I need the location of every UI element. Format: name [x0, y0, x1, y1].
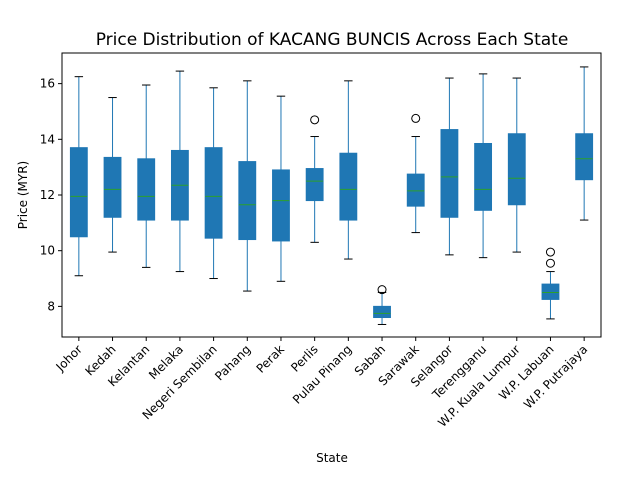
- iqr-box: [272, 169, 290, 242]
- box-group: [204, 87, 223, 280]
- outlier-point: [411, 113, 421, 123]
- plot-area: [69, 66, 594, 325]
- box-group: [406, 113, 425, 234]
- y-tick-label: 12: [40, 188, 55, 202]
- y-tick-label: 16: [40, 77, 55, 91]
- iqr-box: [69, 147, 88, 238]
- box-group: [507, 77, 526, 253]
- y-tick-label: 14: [40, 132, 55, 146]
- iqr-box: [575, 133, 594, 181]
- x-tick-label: Pulau Pinang: [290, 342, 355, 407]
- iqr-box: [305, 168, 324, 202]
- x-tick-label: Johor: [53, 342, 85, 374]
- iqr-box: [406, 173, 425, 207]
- box-group: [170, 70, 189, 273]
- y-tick-label: 10: [40, 244, 55, 258]
- box-group: [474, 73, 493, 259]
- iqr-box: [238, 161, 257, 241]
- x-tick-label: Pahang: [212, 342, 253, 383]
- box-group: [69, 76, 88, 277]
- iqr-box: [204, 147, 223, 239]
- iqr-box: [103, 156, 122, 218]
- box-group: [440, 77, 459, 256]
- y-axis-label: Price (MYR): [16, 161, 30, 229]
- box-group: [137, 84, 156, 268]
- iqr-box: [541, 283, 560, 300]
- iqr-box: [373, 305, 391, 319]
- iqr-box: [440, 129, 459, 218]
- box-group: [373, 285, 391, 325]
- outlier-point: [377, 285, 387, 295]
- iqr-box: [137, 158, 156, 221]
- box-group: [305, 115, 324, 243]
- chart-title: Price Distribution of KACANG BUNCIS Acro…: [96, 30, 569, 50]
- box-group: [339, 80, 358, 260]
- x-axis-label: State: [316, 451, 348, 465]
- y-tick-label: 8: [47, 299, 55, 313]
- outlier-point: [545, 258, 555, 268]
- box-group: [541, 247, 560, 320]
- outlier-point: [310, 115, 320, 125]
- y-axis: 8 10 12 14 16: [40, 77, 62, 313]
- x-tick-label: Perak: [254, 342, 288, 376]
- iqr-box: [507, 133, 526, 206]
- box-group: [575, 66, 594, 221]
- box-group: [103, 97, 122, 253]
- box-group: [272, 95, 290, 282]
- box-group: [238, 80, 257, 292]
- iqr-box: [474, 142, 493, 211]
- outlier-point: [545, 247, 555, 257]
- iqr-box: [339, 152, 358, 221]
